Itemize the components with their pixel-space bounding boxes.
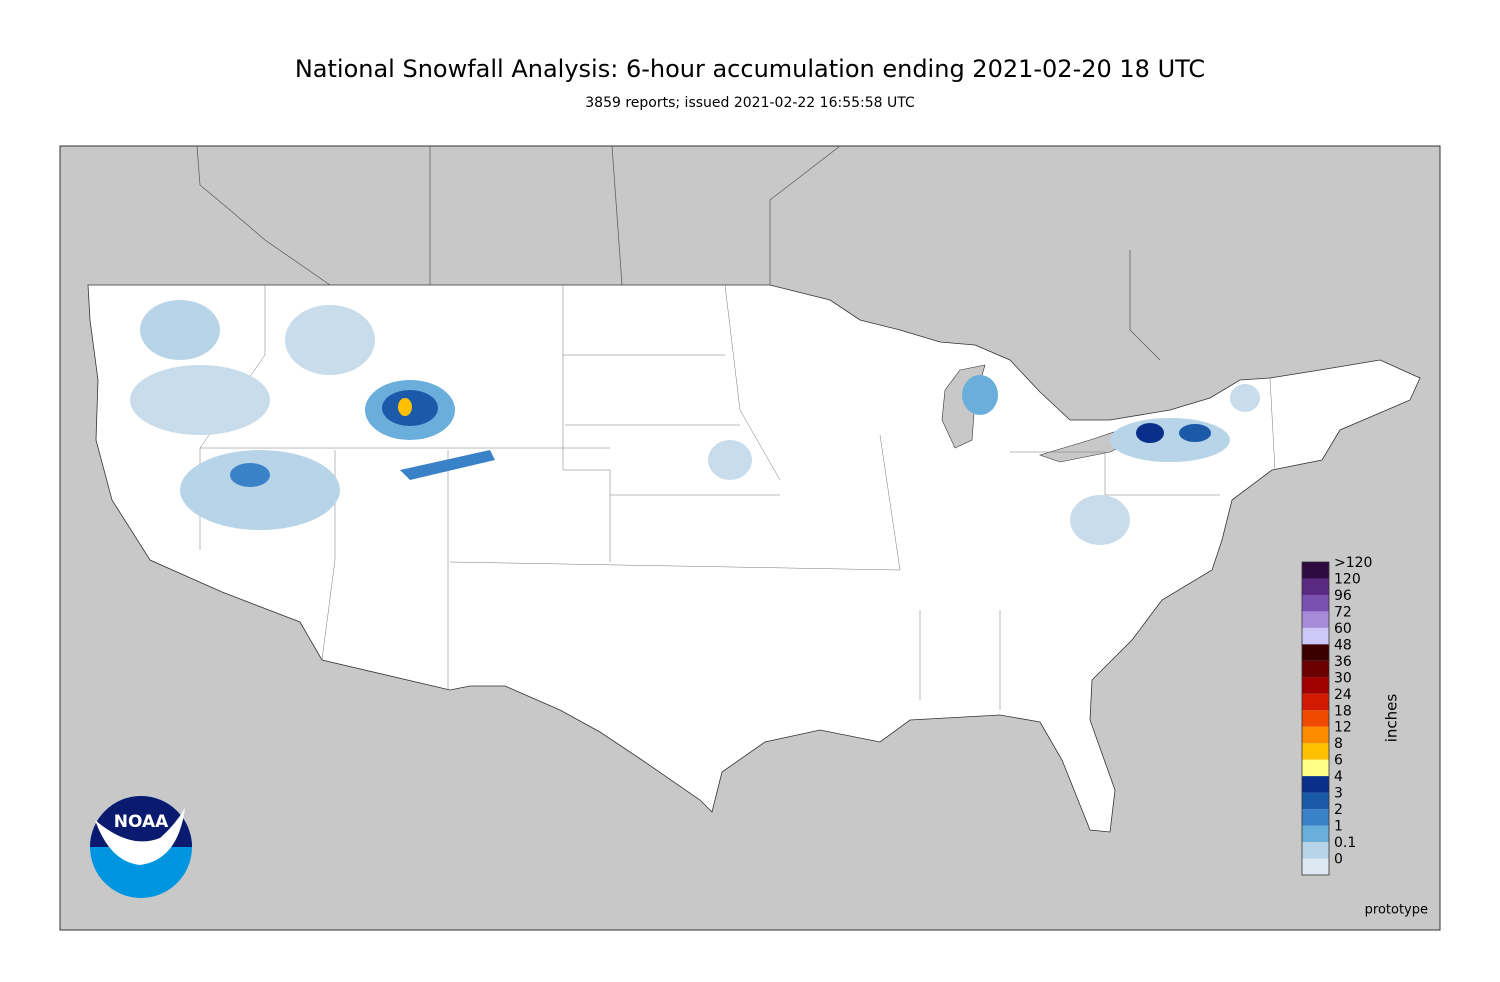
colorbar-label: 18 xyxy=(1334,703,1352,719)
colorbar-label: 30 xyxy=(1334,670,1352,686)
logo-text: NOAA xyxy=(114,812,169,832)
colorbar-swatch xyxy=(1302,677,1329,694)
colorbar-label: 1 xyxy=(1334,819,1343,835)
colorbar-label: 24 xyxy=(1334,687,1352,703)
title: National Snowfall Analysis: 6-hour accum… xyxy=(295,55,1205,83)
colorbar-label: 12 xyxy=(1334,720,1352,736)
colorbar-swatch xyxy=(1302,759,1329,777)
colorbar-swatch xyxy=(1302,562,1329,579)
colorbar-label: 4 xyxy=(1334,769,1343,785)
colorbar-swatch xyxy=(1302,743,1329,760)
colorbar-swatch xyxy=(1302,644,1329,661)
colorbar-label: 36 xyxy=(1334,654,1352,670)
colorbar-label: 2 xyxy=(1334,802,1343,818)
colorbar-label: 6 xyxy=(1334,753,1343,769)
colorbar-swatch xyxy=(1302,578,1329,595)
colorbar-swatch xyxy=(1302,627,1329,645)
subtitle: 3859 reports; issued 2021-02-22 16:55:58… xyxy=(585,95,915,111)
colorbar-label: 120 xyxy=(1334,571,1361,587)
colorbar-swatch xyxy=(1302,858,1329,875)
colorbar-label: 60 xyxy=(1334,621,1352,637)
colorbar-swatch xyxy=(1302,792,1329,810)
colorbar-label: 0.1 xyxy=(1334,835,1356,851)
colorbar: inches >1201209672604836302418128643210.… xyxy=(1301,555,1401,876)
colorbar-swatch xyxy=(1302,660,1329,678)
map-frame xyxy=(59,145,1441,931)
colorbar-swatch xyxy=(1302,776,1329,793)
colorbar-label: 96 xyxy=(1334,588,1352,604)
prototype-note: prototype xyxy=(1365,903,1428,918)
colorbar-label: 3 xyxy=(1334,786,1343,802)
colorbar-label: >120 xyxy=(1334,555,1372,571)
colorbar-frame xyxy=(1301,561,1330,876)
colorbar-swatch xyxy=(1302,842,1329,859)
colorbar-swatch xyxy=(1302,726,1329,744)
colorbar-title: inches xyxy=(1383,694,1401,743)
colorbar-label: 8 xyxy=(1334,736,1343,752)
snow-shading xyxy=(130,300,1260,545)
colorbar-swatch xyxy=(1302,809,1329,826)
colorbar-swatch xyxy=(1302,611,1329,628)
colorbar-swatch xyxy=(1302,693,1329,711)
colorbar-label: 72 xyxy=(1334,604,1352,620)
colorbar-swatch xyxy=(1302,594,1329,612)
colorbar-swatch xyxy=(1302,825,1329,843)
noaa-logo: NOAA xyxy=(90,796,192,898)
colorbar-label: 0 xyxy=(1334,852,1343,868)
colorbar-swatch xyxy=(1302,710,1329,727)
colorbar-label: 48 xyxy=(1334,637,1352,653)
